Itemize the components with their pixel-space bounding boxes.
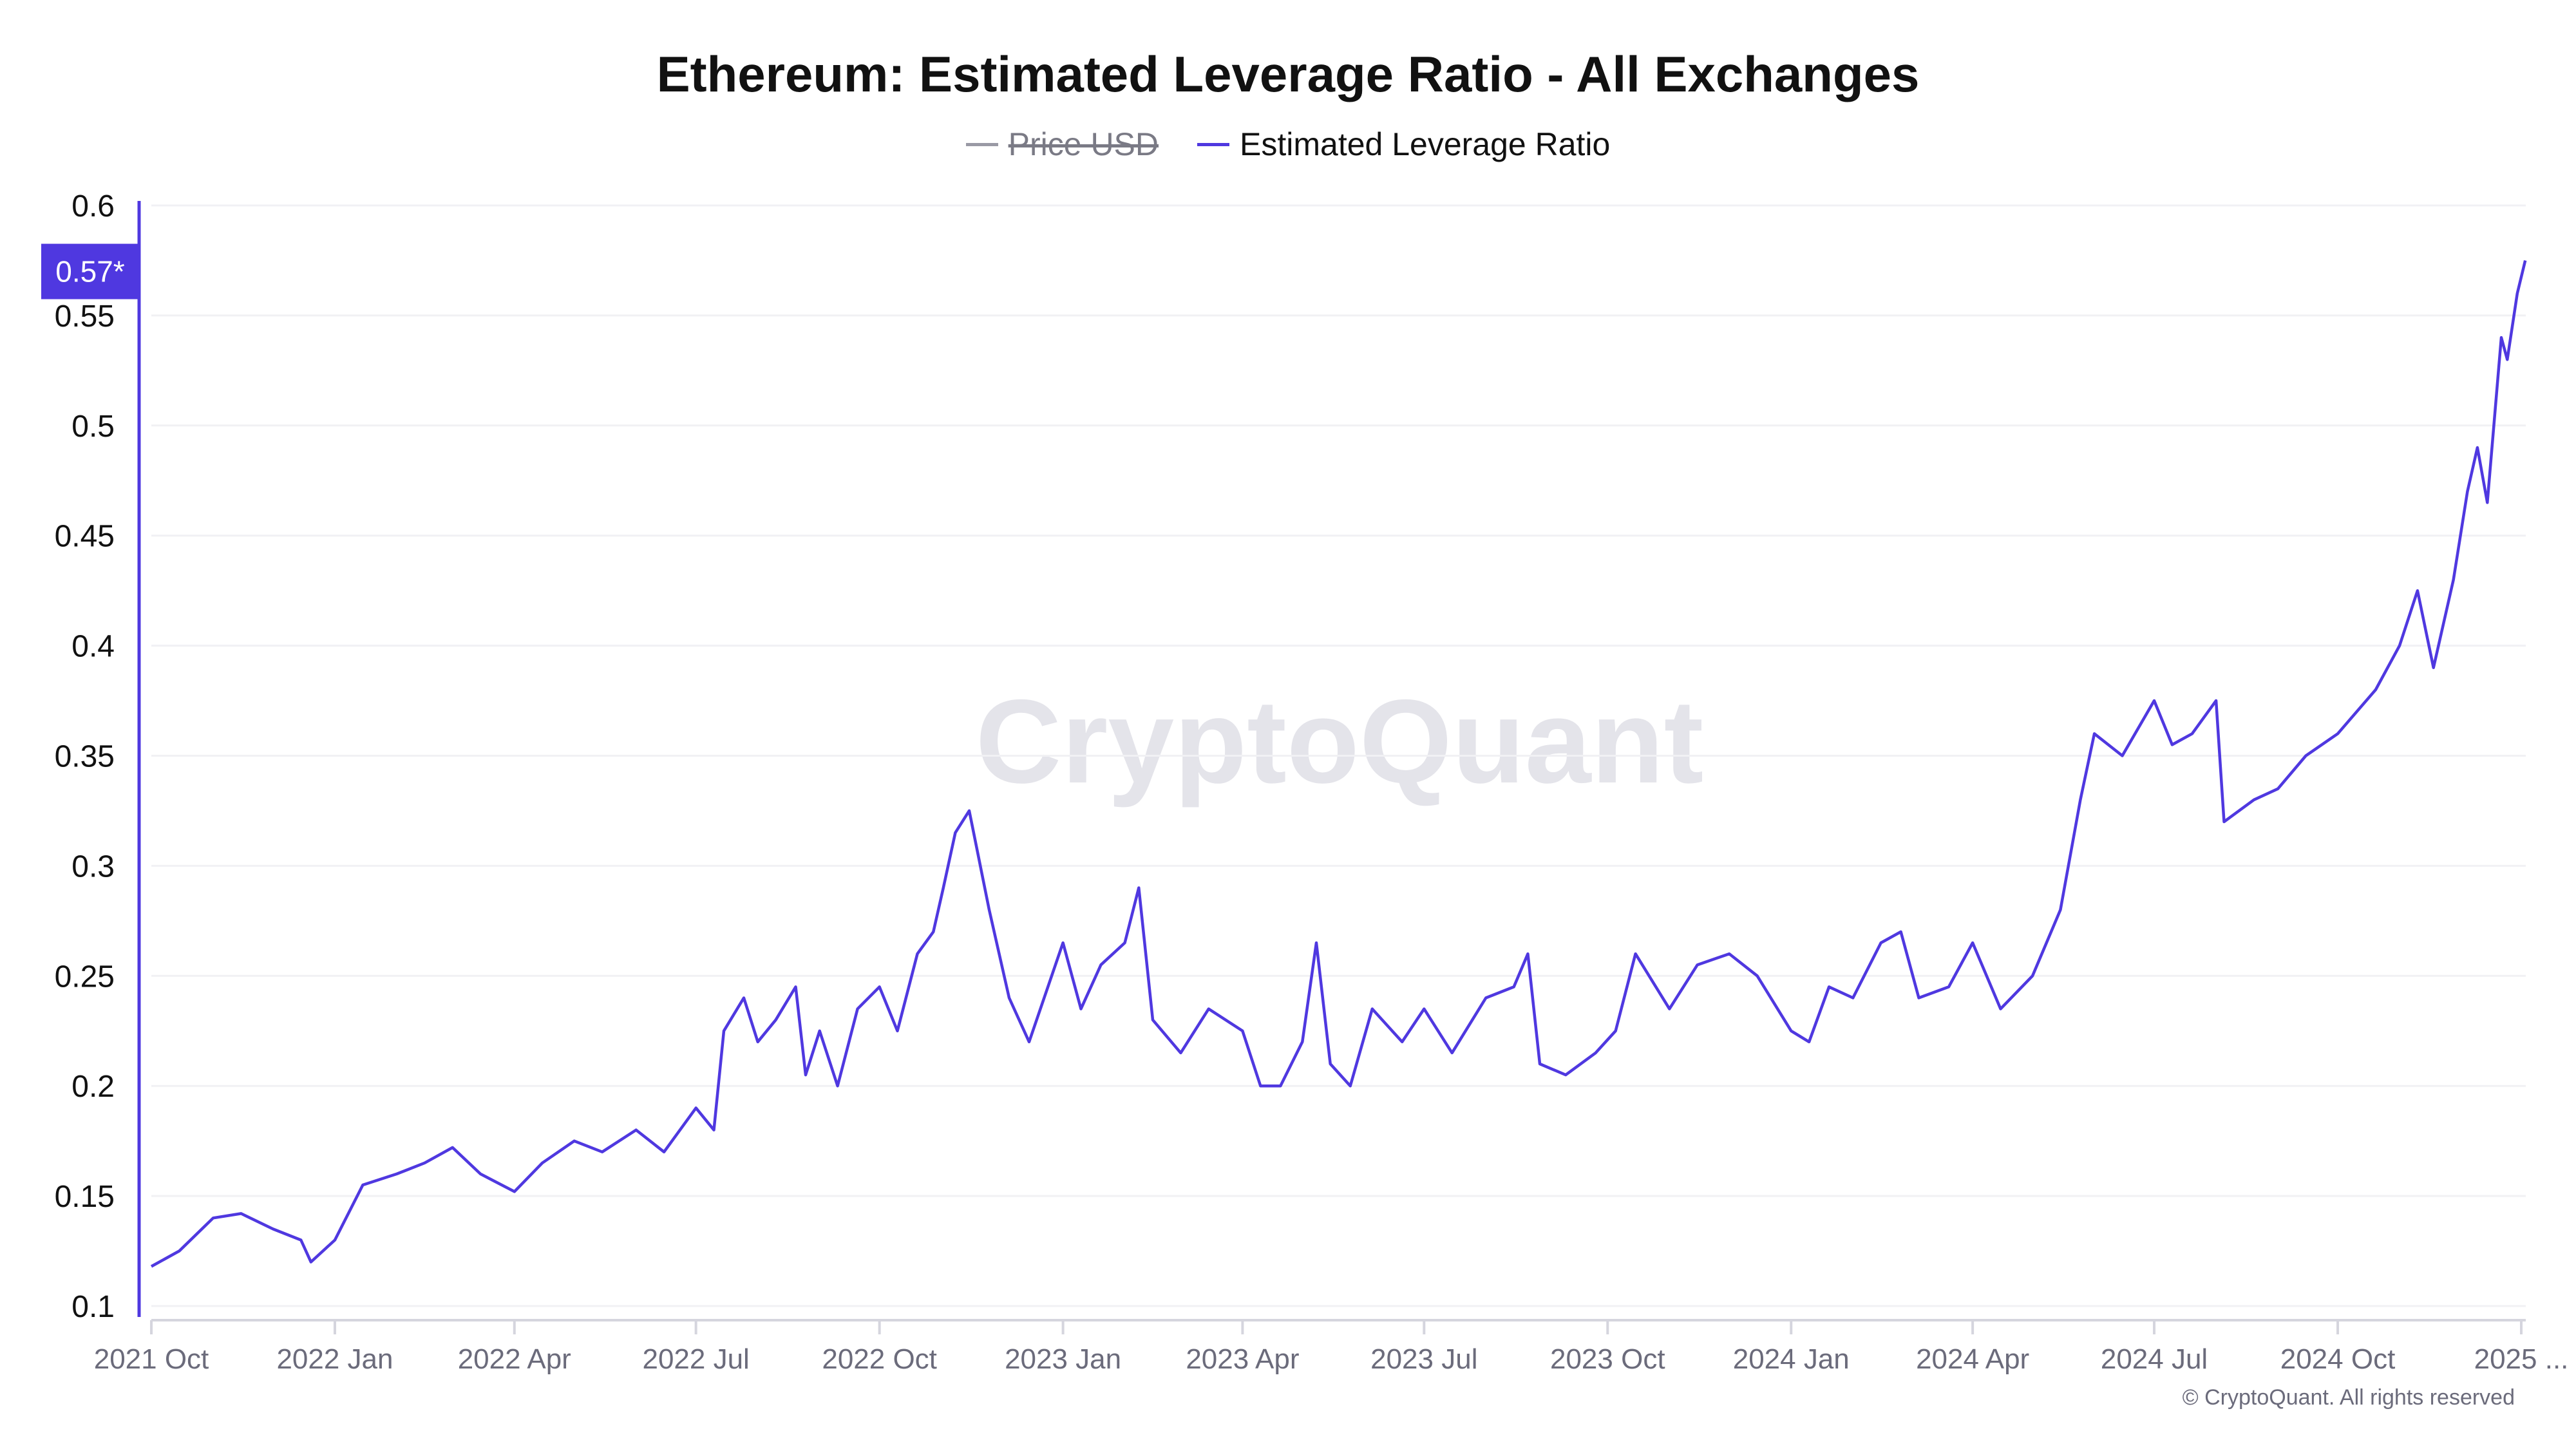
y-tick-label: 0.15 bbox=[55, 1180, 115, 1214]
x-tick-label: 2023 Oct bbox=[1550, 1343, 1665, 1375]
y-tick-label: 0.5 bbox=[71, 410, 115, 444]
y-axis: 0.1 0.15 0.2 0.25 0.3 0.35 0.4 0.45 0.5 0.55 0.6 bbox=[55, 189, 115, 1324]
x-tick-label: 2024 Jan bbox=[1733, 1343, 1850, 1375]
legend: Price USD Estimated Leverage Ratio bbox=[0, 126, 2576, 163]
watermark-logo: CryptoQuant bbox=[976, 676, 1704, 808]
gridlines bbox=[151, 204, 2526, 1307]
x-tick-label: 2024 Jul bbox=[2101, 1343, 2208, 1375]
y-tick-label: 0.2 bbox=[71, 1070, 115, 1104]
x-tick-label: 2023 Apr bbox=[1186, 1343, 1299, 1375]
legend-label: Price USD bbox=[1008, 126, 1159, 162]
y-tick-label: 0.1 bbox=[71, 1290, 115, 1324]
x-tick-label: 2023 Jul bbox=[1370, 1343, 1477, 1375]
legend-item-leverage-ratio[interactable]: Estimated Leverage Ratio bbox=[1197, 126, 1610, 163]
y-tick-label: 0.45 bbox=[55, 520, 115, 554]
x-tick-label: 2022 Apr bbox=[458, 1343, 571, 1375]
y-tick-label: 0.55 bbox=[55, 299, 115, 334]
x-tick-label: 2022 Jul bbox=[642, 1343, 749, 1375]
copyright: © CryptoQuant. All rights reserved bbox=[2182, 1385, 2515, 1410]
y-tick-label: 0.4 bbox=[71, 630, 115, 664]
x-tick-label: 2023 Jan bbox=[1005, 1343, 1121, 1375]
legend-item-price-usd[interactable]: Price USD bbox=[965, 126, 1159, 163]
x-tick-label: 2024 Oct bbox=[2280, 1343, 2396, 1375]
legend-swatch bbox=[1197, 142, 1230, 146]
current-value-badge: 0.57* bbox=[41, 243, 138, 299]
x-tick-label: 2024 Apr bbox=[1916, 1343, 2029, 1375]
y-tick-label: 0.35 bbox=[55, 740, 115, 774]
y-tick-label: 0.3 bbox=[71, 849, 115, 884]
y-tick-label: 0.6 bbox=[71, 189, 115, 223]
x-tick-label: 2025 ... bbox=[2474, 1343, 2569, 1375]
legend-label: Estimated Leverage Ratio bbox=[1240, 126, 1611, 162]
x-tick-label: 2022 Oct bbox=[822, 1343, 937, 1375]
current-value-label: 0.57* bbox=[55, 255, 125, 289]
legend-swatch bbox=[965, 142, 998, 146]
chart-title: Ethereum: Estimated Leverage Ratio - All… bbox=[656, 46, 1920, 102]
x-axis: 2021 Oct 2022 Jan 2022 Apr 2022 Jul 2022 Oct… bbox=[94, 1319, 2569, 1375]
x-tick-label: 2021 Oct bbox=[94, 1343, 209, 1375]
series-line-leverage-ratio bbox=[150, 260, 2527, 1268]
x-tick-label: 2022 Jan bbox=[276, 1343, 393, 1375]
y-tick-label: 0.25 bbox=[55, 960, 115, 994]
